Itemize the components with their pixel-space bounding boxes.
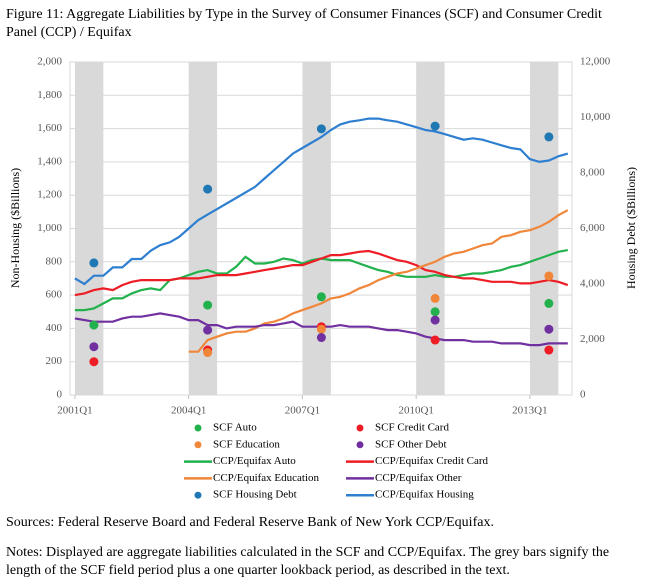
scf-dot xyxy=(203,300,213,310)
legend-marker xyxy=(194,441,202,449)
legend-label: SCF Other Debt xyxy=(375,438,447,450)
scf-dot xyxy=(203,325,213,335)
y-tick-label: 200 xyxy=(46,355,63,367)
legend-marker xyxy=(356,424,364,432)
y-tick-label: 600 xyxy=(46,289,63,301)
y2-tick-label: 8,000 xyxy=(580,167,605,179)
scf-dot xyxy=(544,324,554,334)
scf-dot xyxy=(544,271,554,281)
scf-dot xyxy=(544,132,554,142)
legend-label: CCP/Equifax Education xyxy=(213,472,320,484)
source-note: Sources: Federal Reserve Board and Feder… xyxy=(6,515,494,530)
scf-dot xyxy=(430,315,440,325)
scf-dot xyxy=(203,348,213,358)
y2-axis-title: Housing Debt ($Billions) xyxy=(624,167,638,289)
y-tick-label: 1,800 xyxy=(37,89,62,101)
legend-label: SCF Housing Debt xyxy=(213,489,297,501)
notes: Notes: Displayed are aggregate liabiliti… xyxy=(6,545,610,578)
plot-frame xyxy=(69,61,573,396)
y-tick-label: 1,600 xyxy=(37,122,62,134)
y-tick-label: 1,400 xyxy=(37,155,62,167)
x-tick-label: 2004Q1 xyxy=(171,405,206,417)
y2-tick-label: 6,000 xyxy=(580,222,605,234)
legend-marker xyxy=(194,491,202,499)
x-tick-label: 2001Q1 xyxy=(57,405,92,417)
scf-dot xyxy=(89,342,99,352)
y-tick-label: 400 xyxy=(46,322,63,334)
y-axis-title: Non-Housing ($Billions) xyxy=(8,168,22,288)
legend-marker xyxy=(356,441,364,449)
legend-label: CCP/Equifax Credit Card xyxy=(375,455,489,467)
scf-dot xyxy=(89,320,99,330)
scf-dot xyxy=(544,345,554,355)
x-tick-label: 2013Q1 xyxy=(512,405,547,417)
series-line xyxy=(74,249,569,297)
legend-label: CCP/Equifax Auto xyxy=(213,455,296,467)
y2-tick-label: 12,000 xyxy=(580,56,611,68)
x-tick-label: 2007Q1 xyxy=(285,405,320,417)
y2-tick-label: 4,000 xyxy=(580,278,605,290)
y-tick-label: 2,000 xyxy=(37,56,62,68)
scf-dot xyxy=(89,258,99,268)
legend-label: CCP/Equifax Other xyxy=(375,472,462,484)
scf-dot xyxy=(316,292,326,302)
scf-dot xyxy=(203,184,213,194)
scf-dot xyxy=(544,298,554,308)
legend-label: SCF Credit Card xyxy=(375,422,449,434)
y-tick-label: 800 xyxy=(46,255,63,267)
y-tick-label: 0 xyxy=(57,389,63,401)
series-line xyxy=(74,117,569,286)
y2-tick-label: 2,000 xyxy=(580,333,605,345)
y-tick-label: 1,200 xyxy=(37,189,62,201)
legend-label: CCP/Equifax Housing xyxy=(375,489,474,501)
scf-dot xyxy=(430,121,440,131)
chart-title: Figure 11: Aggregate Liabilities by Type… xyxy=(6,7,602,40)
y-tick-label: 1,000 xyxy=(37,222,62,234)
legend-label: SCF Education xyxy=(213,438,280,450)
y2-tick-label: 0 xyxy=(580,389,586,401)
scf-dot xyxy=(89,357,99,367)
chart: Non-Housing ($Billions) Housing Debt ($B… xyxy=(8,56,638,501)
scf-dot xyxy=(316,333,326,343)
y2-tick-label: 10,000 xyxy=(580,111,611,123)
legend-marker xyxy=(194,424,202,432)
scf-dot xyxy=(316,124,326,134)
scf-dot xyxy=(430,335,440,345)
scf-dot xyxy=(430,307,440,317)
x-tick-label: 2010Q1 xyxy=(398,405,433,417)
legend-label: SCF Auto xyxy=(213,422,257,434)
scf-dot xyxy=(316,324,326,334)
scf-dot xyxy=(430,293,440,303)
series-line xyxy=(188,209,569,353)
